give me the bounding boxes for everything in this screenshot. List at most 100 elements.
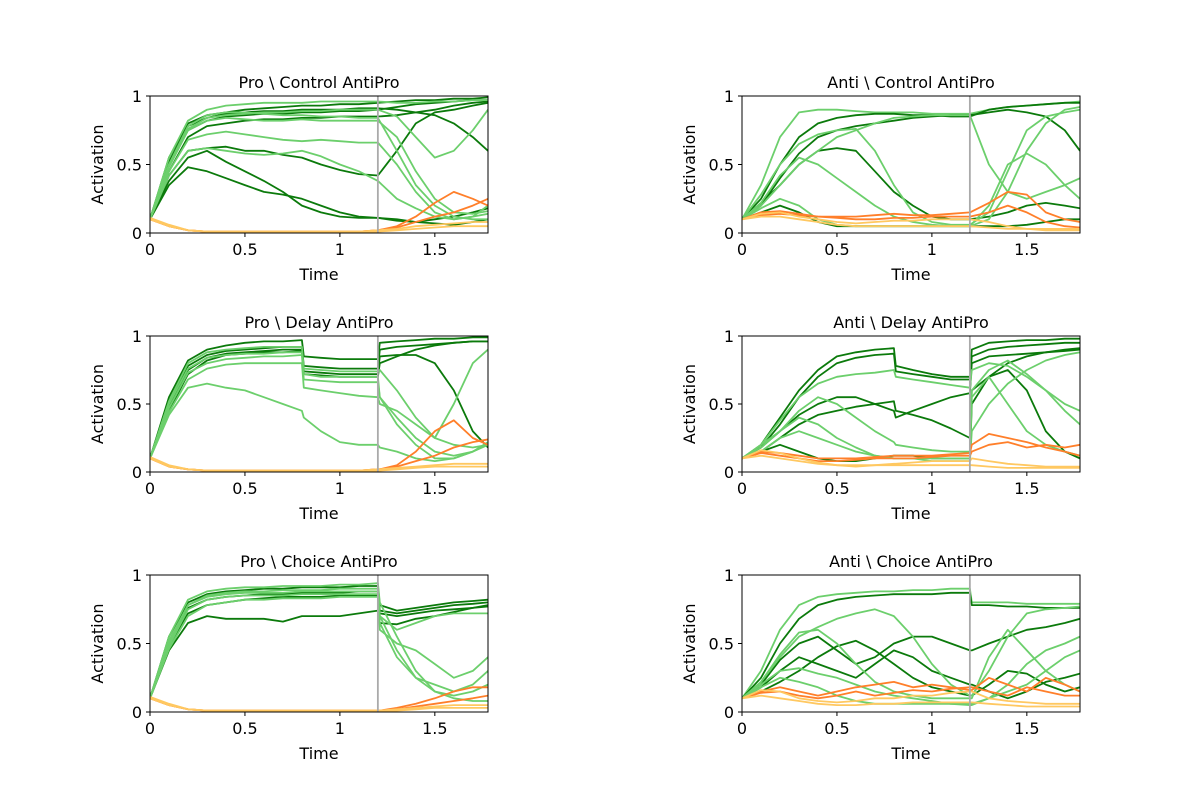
y-tick-label: 0.5 (117, 635, 142, 654)
y-tick-label: 0.5 (709, 635, 734, 654)
series-line-11 (150, 130, 488, 221)
series-line-13 (742, 215, 1080, 230)
y-axis-label: Activation (88, 124, 107, 204)
x-tick-label: 0.5 (824, 719, 849, 738)
series-line-1 (742, 587, 1080, 699)
series-line-10 (742, 432, 1080, 460)
series-line-9 (150, 111, 488, 221)
series-line-2 (742, 591, 1080, 699)
series-line-5 (150, 166, 488, 226)
x-tick-label: 1 (927, 479, 937, 498)
y-tick-label: 1 (132, 327, 142, 346)
series-line-1 (150, 336, 488, 459)
chart-title: Pro \ Choice AntiPro (240, 552, 397, 571)
x-tick-label: 1.5 (422, 240, 447, 259)
y-tick-label: 0.5 (709, 395, 734, 414)
series-line-7 (150, 593, 488, 699)
x-tick-label: 0.5 (824, 240, 849, 259)
series-line-1 (742, 337, 1080, 460)
series-line-10 (742, 676, 1080, 700)
y-tick-label: 0 (724, 703, 734, 722)
series-line-10 (742, 190, 1080, 223)
x-tick-label: 1 (927, 719, 937, 738)
subplot-3: 0 0.5 1 1.5 0 0.5 1 Pro \ Delay AntiPro Time Acti… (88, 313, 489, 523)
x-tick-label: 1.5 (1014, 719, 1039, 738)
series-group (742, 337, 1080, 469)
y-tick-label: 0 (724, 224, 734, 243)
series-line-17 (150, 218, 488, 233)
chart-title: Anti \ Choice AntiPro (829, 552, 993, 571)
x-tick-label: 1 (927, 240, 937, 259)
x-tick-label: 1 (335, 719, 345, 738)
series-line-6 (742, 605, 1080, 699)
series-line-11 (742, 441, 1080, 463)
y-axis-label: Activation (680, 124, 699, 204)
series-line-9 (150, 587, 488, 699)
x-axis-label: Time (298, 504, 338, 523)
series-line-13 (742, 694, 1080, 708)
series-line-4 (742, 649, 1080, 700)
series-line-5 (150, 382, 488, 463)
y-axis-label: Activation (88, 603, 107, 683)
series-line-7 (742, 635, 1080, 706)
subplot-2: 0 0.5 1 1.5 0 0.5 1 Anti \ Control AntiPro Time A… (680, 73, 1081, 284)
series-line-6 (150, 351, 488, 459)
series-line-9 (742, 359, 1080, 460)
series-line-8 (150, 596, 488, 699)
series-line-9 (742, 628, 1080, 700)
series-line-12 (742, 449, 1080, 468)
series-line-2 (150, 340, 488, 459)
series-line-3 (150, 604, 488, 699)
y-axis-label: Activation (680, 603, 699, 683)
series-group (150, 582, 488, 712)
x-tick-label: 0.5 (232, 479, 257, 498)
series-line-6 (150, 149, 488, 223)
chart-title: Pro \ Delay AntiPro (244, 313, 393, 332)
y-axis-label: Activation (680, 364, 699, 444)
x-tick-label: 1.5 (422, 719, 447, 738)
x-tick-label: 0 (145, 719, 155, 738)
series-line-1 (150, 585, 488, 699)
chart-title: Anti \ Control AntiPro (827, 73, 994, 92)
series-line-8 (150, 99, 488, 220)
chart-title: Pro \ Control AntiPro (238, 73, 399, 92)
series-line-3 (742, 348, 1080, 460)
series-line-7 (742, 114, 1080, 221)
x-tick-label: 1 (335, 240, 345, 259)
y-tick-label: 0.5 (709, 156, 734, 175)
series-group (150, 96, 488, 233)
series-line-10 (150, 117, 488, 220)
subplot-5: 0 0.5 1 1.5 0 0.5 1 Pro \ Choice AntiPro Time Act… (88, 552, 489, 763)
x-axis-label: Time (890, 504, 930, 523)
x-tick-label: 1.5 (422, 479, 447, 498)
series-line-13 (150, 457, 488, 472)
series-line-4 (742, 347, 1080, 460)
series-line-8 (150, 348, 488, 459)
series-line-8 (742, 649, 1080, 705)
x-tick-label: 0 (737, 240, 747, 259)
x-tick-label: 0 (145, 479, 155, 498)
series-line-9 (150, 345, 488, 459)
y-tick-label: 0 (724, 463, 734, 482)
series-line-2 (742, 341, 1080, 460)
y-tick-label: 0 (132, 703, 142, 722)
series-line-7 (150, 354, 488, 460)
series-line-9 (742, 106, 1080, 228)
subplot-4: 0 0.5 1 1.5 0 0.5 1 Anti \ Delay AntiPro Time Act… (680, 313, 1081, 523)
y-tick-label: 0.5 (117, 395, 142, 414)
series-line-6 (150, 590, 488, 699)
y-tick-label: 0 (132, 224, 142, 243)
x-axis-label: Time (298, 265, 338, 284)
x-tick-label: 0 (737, 719, 747, 738)
y-tick-label: 1 (132, 87, 142, 106)
x-axis-label: Time (890, 744, 930, 763)
series-line-11 (742, 204, 1080, 229)
x-tick-label: 0.5 (232, 240, 257, 259)
series-line-3 (742, 108, 1080, 221)
x-axis-label: Time (298, 744, 338, 763)
x-tick-label: 1.5 (1014, 479, 1039, 498)
series-line-13 (150, 697, 488, 712)
y-tick-label: 1 (724, 87, 734, 106)
x-tick-label: 1 (335, 479, 345, 498)
x-tick-label: 0 (737, 479, 747, 498)
